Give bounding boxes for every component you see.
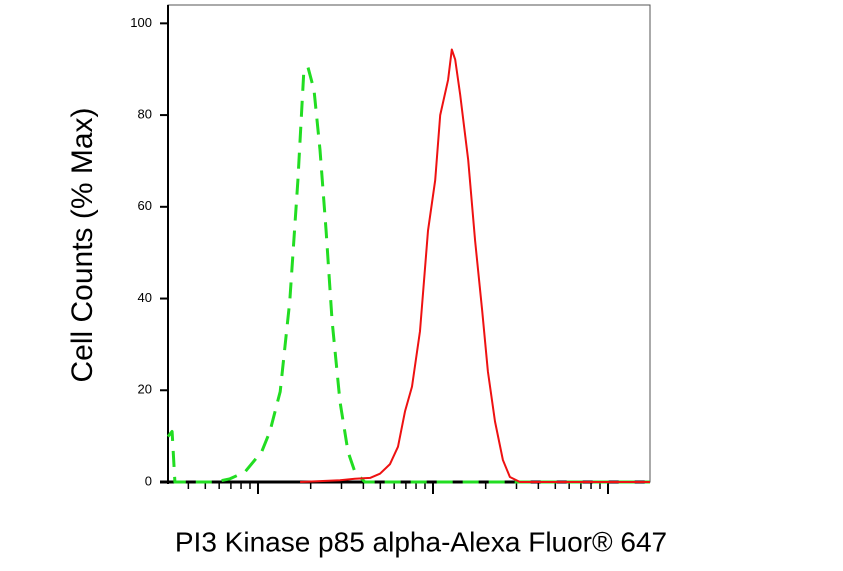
y-tick-label: 20 bbox=[138, 382, 152, 397]
y-axis-label: Cell Counts (% Max) bbox=[66, 107, 99, 382]
y-tick-label: 60 bbox=[138, 198, 152, 213]
y-tick-label: 80 bbox=[138, 107, 152, 122]
x-axis-label: PI3 Kinase p85 alpha-Alexa Fluor® 647 bbox=[175, 526, 667, 557]
y-tick-label: 40 bbox=[138, 290, 152, 305]
y-tick-label: 100 bbox=[130, 15, 152, 30]
y-tick-label: 0 bbox=[145, 473, 152, 488]
plot-frame bbox=[167, 4, 651, 483]
histogram-line bbox=[300, 48, 650, 483]
histogram-line bbox=[166, 65, 650, 484]
